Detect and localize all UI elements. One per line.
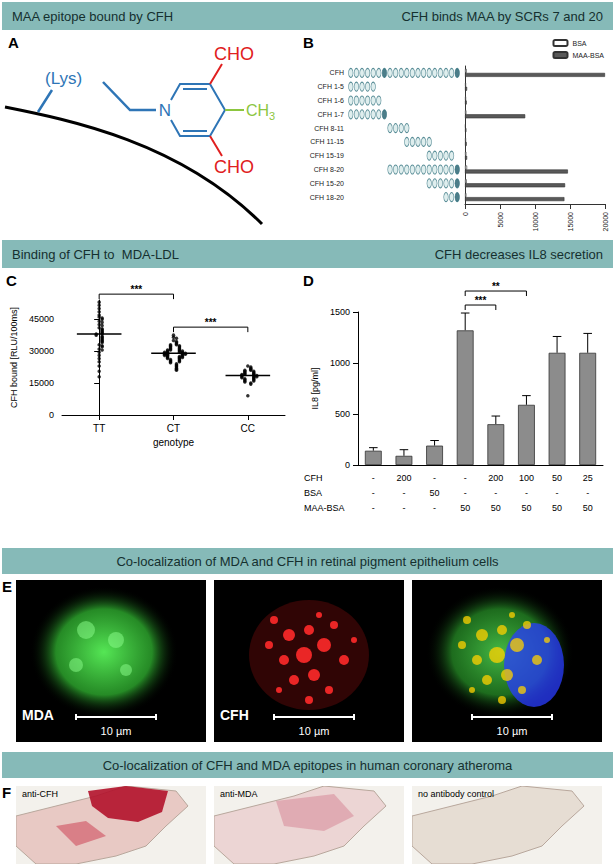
svg-text:CFH 8-20: CFH 8-20 [314, 166, 344, 173]
svg-text:-: - [433, 503, 436, 513]
svg-text:CHO: CHO [214, 157, 254, 177]
html-text:F: F [2, 784, 12, 801]
svg-text:10 µm: 10 µm [497, 725, 528, 737]
svg-text:-: - [586, 488, 589, 498]
svg-text:CFH 1-7: CFH 1-7 [318, 111, 345, 118]
svg-text:0: 0 [345, 460, 350, 470]
svg-text:CFH 15-20: CFH 15-20 [310, 180, 344, 187]
svg-text:50: 50 [552, 503, 562, 513]
svg-text:CFH 1-5: CFH 1-5 [318, 83, 345, 90]
svg-text:genotype: genotype [153, 437, 195, 448]
svg-text:***: *** [475, 295, 487, 306]
svg-text:-: - [556, 488, 559, 498]
svg-text:CHO: CHO [214, 44, 254, 64]
svg-text:-: - [402, 503, 405, 513]
svg-text:50: 50 [583, 503, 593, 513]
svg-text:CFH: CFH [304, 473, 323, 483]
svg-text:***: *** [205, 317, 217, 328]
svg-text:0: 0 [462, 212, 469, 216]
svg-text:IL8 [pg/ml]: IL8 [pg/ml] [310, 367, 320, 409]
html-text:D: D [303, 272, 314, 289]
svg-text:BSA: BSA [572, 40, 586, 47]
svg-text:-: - [372, 488, 375, 498]
svg-text:TT: TT [93, 423, 105, 434]
svg-text:25: 25 [583, 473, 593, 483]
svg-text:50: 50 [521, 503, 531, 513]
svg-text:CFH bound [RLU/100ms]: CFH bound [RLU/100ms] [9, 307, 19, 408]
svg-text:1000: 1000 [330, 358, 350, 368]
svg-text:-: - [433, 473, 436, 483]
svg-text:50: 50 [491, 503, 501, 513]
svg-text:**: ** [492, 281, 500, 292]
svg-text:5000: 5000 [497, 212, 504, 228]
html-text:Co-localization of MDA and CFH: Co-localization of MDA and CFH in retina… [116, 553, 499, 569]
svg-text:MAA-BSA: MAA-BSA [572, 52, 604, 59]
html-text:A: A [8, 34, 19, 51]
svg-text:-: - [402, 488, 405, 498]
svg-text:200: 200 [396, 473, 411, 483]
svg-text:CFH 15-19: CFH 15-19 [310, 152, 344, 159]
svg-text:MAA-BSA: MAA-BSA [304, 503, 345, 513]
svg-text:10 µm: 10 µm [101, 725, 132, 737]
html-text:Co-localization of CFH and MDA: Co-localization of CFH and MDA epitopes … [102, 757, 513, 773]
svg-text:-: - [525, 488, 528, 498]
svg-text:no antibody control: no antibody control [418, 789, 494, 799]
svg-text:CFH: CFH [330, 69, 344, 76]
svg-text:N: N [159, 101, 171, 120]
svg-text:anti-CFH: anti-CFH [22, 789, 58, 799]
html-text:B: B [303, 34, 314, 51]
svg-text:50: 50 [460, 503, 470, 513]
svg-text:CFH 1-6: CFH 1-6 [318, 97, 345, 104]
svg-text:(Lys): (Lys) [45, 69, 82, 88]
svg-text:15000: 15000 [567, 212, 574, 232]
svg-text:CFH 18-20: CFH 18-20 [310, 194, 344, 201]
svg-text:CFH 11-15: CFH 11-15 [310, 138, 344, 145]
html-text:MAA epitope bound by CFH: MAA epitope bound by CFH [12, 8, 174, 24]
svg-text:10000: 10000 [532, 212, 539, 232]
svg-text:50: 50 [430, 488, 440, 498]
svg-text:***: *** [130, 284, 142, 295]
svg-text:1500: 1500 [330, 307, 350, 317]
html-text:CFH decreases IL8 secretion: CFH decreases IL8 secretion [434, 246, 603, 262]
html-text:Binding of CFH to MDA-LDL: Binding of CFH to MDA-LDL [12, 246, 179, 262]
html-text:C: C [6, 272, 17, 289]
svg-text:500: 500 [335, 409, 350, 419]
svg-text:100: 100 [519, 473, 534, 483]
svg-text:MDA: MDA [22, 707, 54, 723]
svg-text:CFH: CFH [220, 707, 249, 723]
svg-text:anti-MDA: anti-MDA [220, 789, 258, 799]
svg-text:50: 50 [552, 473, 562, 483]
svg-text:CC: CC [241, 423, 255, 434]
svg-text:CH3: CH3 [246, 102, 275, 122]
svg-text:10 µm: 10 µm [299, 725, 330, 737]
svg-text:0: 0 [49, 410, 54, 420]
svg-text:45000: 45000 [29, 314, 54, 324]
svg-text:200: 200 [488, 473, 503, 483]
svg-text:-: - [372, 503, 375, 513]
svg-text:CFH 8-11: CFH 8-11 [314, 125, 344, 132]
svg-text:-: - [464, 488, 467, 498]
html-text:E: E [2, 578, 12, 595]
svg-text:CT: CT [167, 423, 180, 434]
svg-text:15000: 15000 [29, 378, 54, 388]
html-text:CFH binds MAA by SCRs 7 and 20: CFH binds MAA by SCRs 7 and 20 [401, 8, 603, 24]
svg-text:30000: 30000 [29, 346, 54, 356]
svg-text:-: - [464, 473, 467, 483]
svg-text:-: - [372, 473, 375, 483]
svg-text:BSA: BSA [304, 488, 322, 498]
svg-text:20000: 20000 [602, 212, 609, 232]
svg-text:-: - [494, 488, 497, 498]
